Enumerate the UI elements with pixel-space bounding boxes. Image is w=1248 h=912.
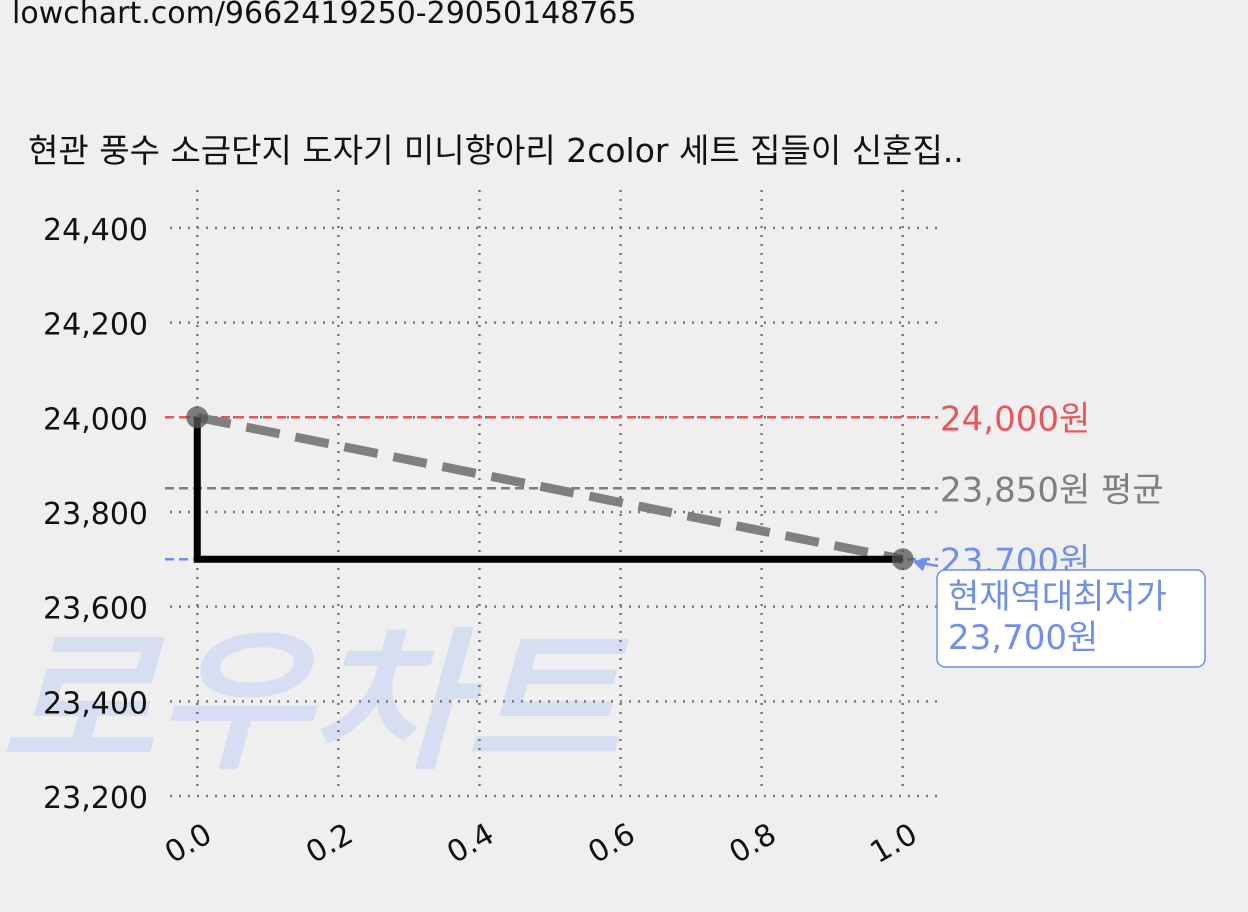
annotation-box — [936, 569, 1206, 668]
x-tick-label: 0.2 — [300, 817, 359, 871]
page-url: lowchart.com/9662419250-29050148765 — [12, 0, 637, 31]
x-tick-label: 0.8 — [723, 817, 782, 871]
y-tick-label: 24,200 — [43, 308, 148, 343]
y-tick-label: 23,800 — [43, 497, 148, 532]
annotation-line2: 23,700원 — [948, 618, 1098, 658]
y-tick-label: 23,600 — [43, 592, 148, 627]
y-tick-label: 24,400 — [43, 213, 148, 248]
x-tick-label: 0.0 — [159, 817, 218, 871]
price-point — [186, 406, 209, 429]
y-tick-label: 24,000 — [43, 402, 148, 437]
x-tick-label: 0.6 — [582, 817, 641, 871]
price-line — [193, 417, 903, 563]
x-tick-label: 0.4 — [441, 817, 500, 871]
series-layer — [186, 406, 914, 571]
trend-line — [196, 412, 904, 564]
annotation-arrow-head — [912, 557, 929, 572]
chart-title: 현관 풍수 소금단지 도자기 미니항아리 2color 세트 집들이 신혼집.. — [28, 131, 964, 170]
reference-label-avg: 23,850원 평균 — [940, 470, 1164, 510]
annotation-line1: 현재역대최저가 — [948, 577, 1167, 617]
reference-label-max: 24,000원 — [940, 399, 1090, 439]
y-axis-ticks: 24,400 24,200 24,000 23,800 23,600 23,400 23,2… — [43, 213, 148, 816]
x-axis-ticks: 0.0 0.2 0.4 0.6 0.8 1.0 — [159, 817, 923, 871]
x-tick-label: 1.0 — [865, 817, 924, 871]
y-tick-label: 23,400 — [43, 686, 148, 721]
price-point — [891, 548, 914, 571]
y-tick-label: 23,200 — [43, 781, 148, 816]
